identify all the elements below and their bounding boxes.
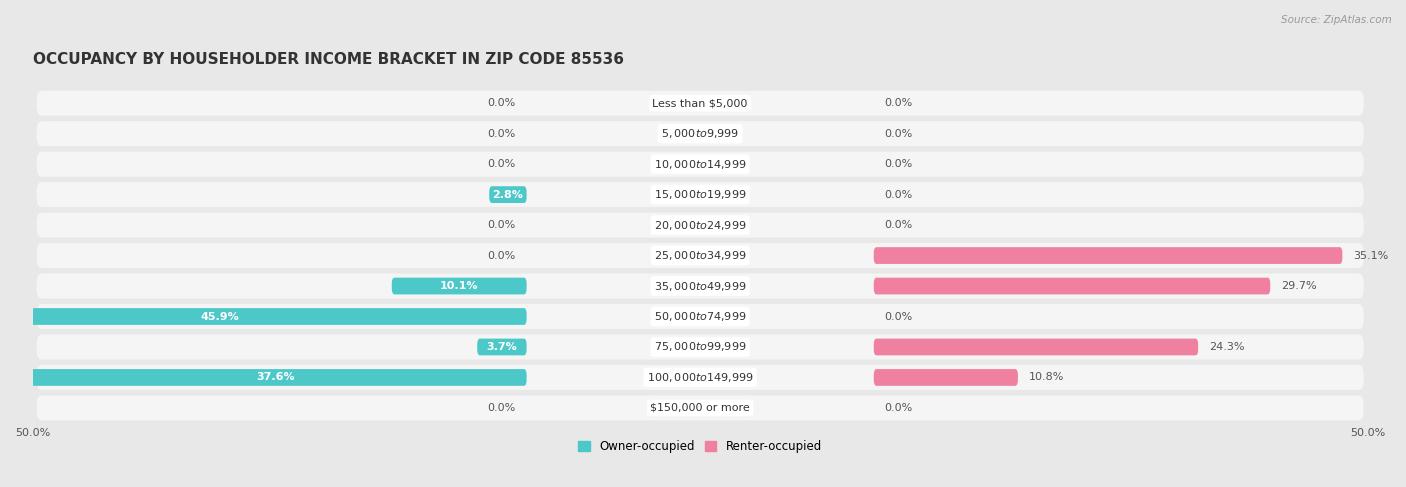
Text: 0.0%: 0.0% (488, 129, 516, 139)
FancyBboxPatch shape (873, 247, 1343, 264)
FancyBboxPatch shape (873, 338, 1198, 356)
FancyBboxPatch shape (0, 308, 527, 325)
Text: Less than $5,000: Less than $5,000 (652, 98, 748, 108)
Text: 35.1%: 35.1% (1353, 250, 1388, 261)
Text: $25,000 to $34,999: $25,000 to $34,999 (654, 249, 747, 262)
FancyBboxPatch shape (873, 278, 1270, 295)
Text: 24.3%: 24.3% (1209, 342, 1244, 352)
FancyBboxPatch shape (489, 186, 527, 203)
Text: 0.0%: 0.0% (488, 98, 516, 108)
Text: 0.0%: 0.0% (884, 159, 912, 169)
FancyBboxPatch shape (37, 151, 1364, 177)
Text: $50,000 to $74,999: $50,000 to $74,999 (654, 310, 747, 323)
Text: 0.0%: 0.0% (488, 220, 516, 230)
Text: 10.1%: 10.1% (440, 281, 478, 291)
Text: 37.6%: 37.6% (256, 373, 295, 382)
FancyBboxPatch shape (25, 369, 527, 386)
Text: $5,000 to $9,999: $5,000 to $9,999 (661, 127, 740, 140)
Text: $100,000 to $149,999: $100,000 to $149,999 (647, 371, 754, 384)
FancyBboxPatch shape (37, 304, 1364, 329)
Text: $75,000 to $99,999: $75,000 to $99,999 (654, 340, 747, 354)
Text: $150,000 or more: $150,000 or more (651, 403, 749, 413)
Text: 45.9%: 45.9% (201, 312, 239, 321)
Text: $20,000 to $24,999: $20,000 to $24,999 (654, 219, 747, 232)
Text: 0.0%: 0.0% (884, 403, 912, 413)
Text: 0.0%: 0.0% (884, 312, 912, 321)
FancyBboxPatch shape (37, 91, 1364, 116)
Text: 0.0%: 0.0% (884, 129, 912, 139)
FancyBboxPatch shape (37, 335, 1364, 359)
Legend: Owner-occupied, Renter-occupied: Owner-occupied, Renter-occupied (574, 435, 827, 457)
Text: 0.0%: 0.0% (488, 403, 516, 413)
Text: 3.7%: 3.7% (486, 342, 517, 352)
Text: $15,000 to $19,999: $15,000 to $19,999 (654, 188, 747, 201)
FancyBboxPatch shape (37, 395, 1364, 420)
Text: $35,000 to $49,999: $35,000 to $49,999 (654, 280, 747, 293)
Text: 0.0%: 0.0% (884, 98, 912, 108)
FancyBboxPatch shape (37, 182, 1364, 207)
Text: 0.0%: 0.0% (884, 220, 912, 230)
FancyBboxPatch shape (392, 278, 527, 295)
FancyBboxPatch shape (37, 274, 1364, 299)
Text: 2.8%: 2.8% (492, 189, 523, 200)
Text: 10.8%: 10.8% (1029, 373, 1064, 382)
Text: $10,000 to $14,999: $10,000 to $14,999 (654, 158, 747, 170)
Text: 0.0%: 0.0% (488, 159, 516, 169)
Text: Source: ZipAtlas.com: Source: ZipAtlas.com (1281, 15, 1392, 25)
FancyBboxPatch shape (37, 365, 1364, 390)
Text: 0.0%: 0.0% (488, 250, 516, 261)
FancyBboxPatch shape (873, 369, 1018, 386)
FancyBboxPatch shape (37, 121, 1364, 146)
Text: OCCUPANCY BY HOUSEHOLDER INCOME BRACKET IN ZIP CODE 85536: OCCUPANCY BY HOUSEHOLDER INCOME BRACKET … (32, 52, 624, 67)
FancyBboxPatch shape (477, 338, 527, 356)
FancyBboxPatch shape (37, 213, 1364, 238)
Text: 0.0%: 0.0% (884, 189, 912, 200)
FancyBboxPatch shape (37, 243, 1364, 268)
Text: 29.7%: 29.7% (1281, 281, 1316, 291)
